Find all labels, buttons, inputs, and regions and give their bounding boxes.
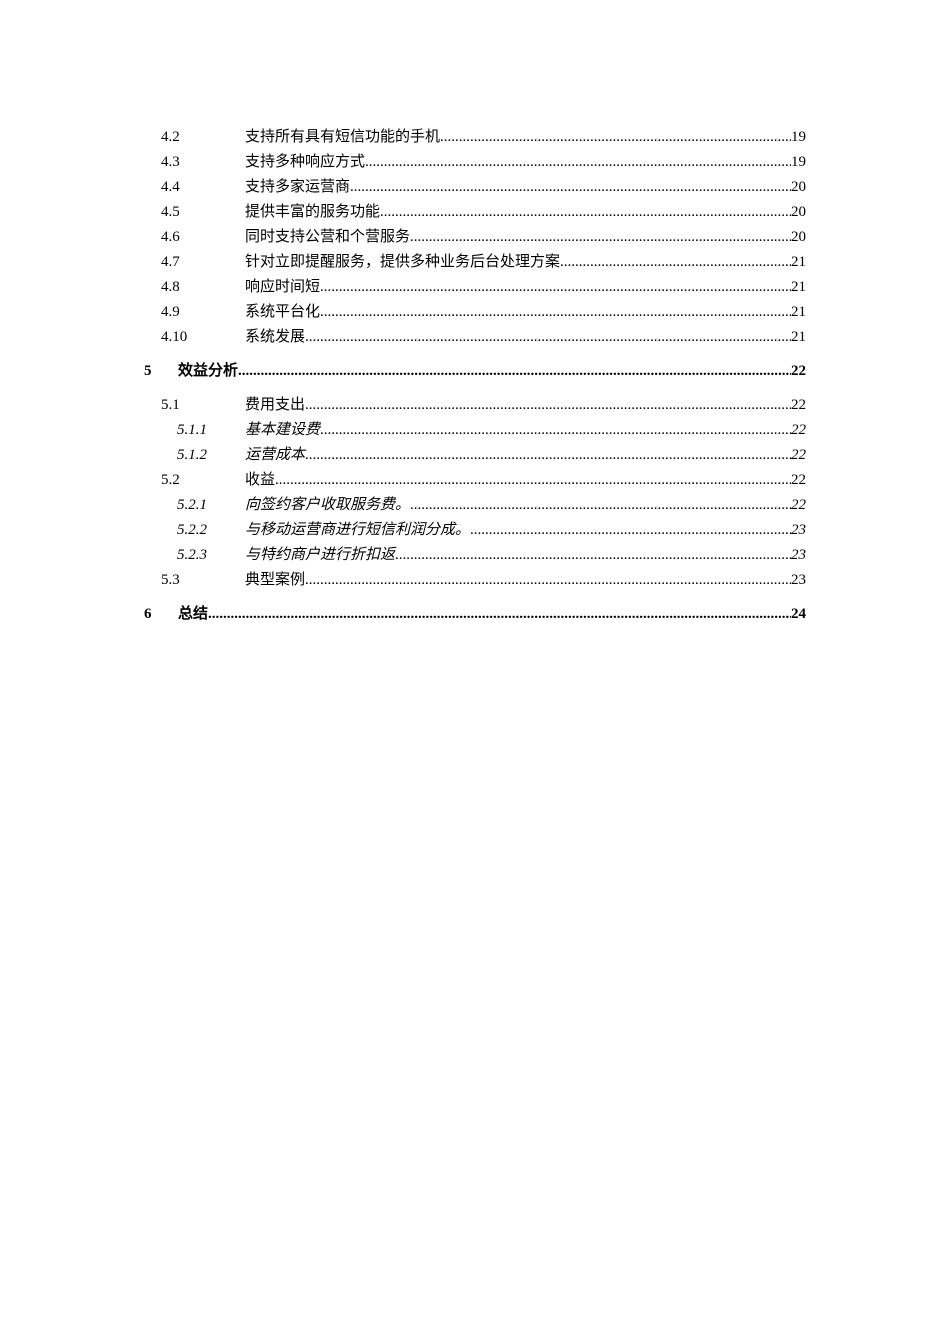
toc-entry[interactable]: 4.9 系统平台化 21 (0, 302, 806, 322)
toc-entry-title: 基本建设费 (245, 422, 321, 438)
toc-entry[interactable]: 4.7 针对立即提醒服务，提供多种业务后台处理方案 21 (0, 252, 806, 272)
toc-entry-page: 22 (791, 422, 806, 438)
toc-entry-page: 21 (791, 254, 806, 270)
toc-entry[interactable]: 6 总结 24 (0, 604, 806, 624)
toc-entry-title: 费用支出 (245, 397, 306, 413)
toc-entry-number: 6 (144, 606, 152, 622)
toc-entry-number: 4.9 (161, 304, 180, 320)
toc-entry-page: 23 (791, 572, 806, 588)
toc-entry-number: 5.3 (161, 572, 180, 588)
toc-entry-page: 22 (791, 397, 806, 413)
dot-leader (238, 361, 791, 381)
toc-entry-number: 4.2 (161, 129, 180, 145)
dot-leader (365, 152, 791, 172)
toc-entry-page: 22 (791, 472, 806, 488)
toc-entry-page: 21 (791, 329, 806, 345)
toc-entry-number: 4.6 (161, 229, 180, 245)
toc-entry-title: 效益分析 (178, 363, 239, 379)
toc-entry-number: 5.1.1 (177, 422, 207, 438)
toc-entry-title: 支持多家运营商 (245, 179, 351, 195)
dot-leader (395, 545, 791, 565)
toc-entry-number: 5.2.3 (177, 547, 207, 563)
toc-entry-page: 20 (791, 179, 806, 195)
toc-entry-title: 与移动运营商进行短信利润分成。 (245, 522, 471, 538)
toc-entry-title: 响应时间短 (245, 279, 321, 295)
toc-entry[interactable]: 5.1.1 基本建设费 22 (0, 420, 806, 440)
toc-entry-number: 5 (144, 363, 152, 379)
toc-entry[interactable]: 5.1 费用支出 22 (0, 395, 806, 415)
toc-entry[interactable]: 5.2 收益 22 (0, 470, 806, 490)
toc-entry-title: 收益 (245, 472, 276, 488)
toc-entry-title: 运营成本 (245, 447, 306, 463)
toc-entry-page: 20 (791, 204, 806, 220)
toc-entry-title: 支持所有具有短信功能的手机 (245, 129, 441, 145)
dot-leader (320, 277, 791, 297)
toc-entry-page: 19 (791, 129, 806, 145)
toc-entry-number: 4.8 (161, 279, 180, 295)
toc-entry[interactable]: 5.3 典型案例 23 (0, 570, 806, 590)
toc-entry[interactable]: 4.2 支持所有具有短信功能的手机 19 (0, 127, 806, 147)
toc-entry-number: 4.4 (161, 179, 180, 195)
toc-entry-title: 针对立即提醒服务，提供多种业务后台处理方案 (245, 254, 561, 270)
toc-entry-page: 23 (791, 522, 806, 538)
toc-entry-title: 与特约商户进行折扣返 (245, 547, 396, 563)
toc-entry-page: 20 (791, 229, 806, 245)
toc-entry[interactable]: 5.1.2 运营成本 22 (0, 445, 806, 465)
dot-leader (305, 395, 791, 415)
toc-entry-number: 4.3 (161, 154, 180, 170)
toc-entry[interactable]: 4.3 支持多种响应方式 19 (0, 152, 806, 172)
dot-leader (350, 177, 791, 197)
dot-leader (440, 127, 791, 147)
toc-entry-page: 19 (791, 154, 806, 170)
toc-entry-page: 22 (791, 447, 806, 463)
toc-entry-title: 典型案例 (245, 572, 306, 588)
toc-entry-title: 同时支持公营和个营服务 (245, 229, 411, 245)
dot-leader (320, 302, 791, 322)
toc-entry-page: 23 (791, 547, 806, 563)
toc-entry-number: 4.5 (161, 204, 180, 220)
toc-entry-page: 22 (791, 363, 806, 379)
dot-leader (305, 327, 791, 347)
dot-leader (305, 445, 791, 465)
dot-leader (275, 470, 791, 490)
toc-entry-title: 系统平台化 (245, 304, 321, 320)
toc-entry[interactable]: 4.5 提供丰富的服务功能 20 (0, 202, 806, 222)
toc-entry-page: 22 (791, 497, 806, 513)
dot-leader (410, 495, 791, 515)
dot-leader (320, 420, 791, 440)
toc-entry[interactable]: 5.2.1 向签约客户收取服务费。 22 (0, 495, 806, 515)
toc-entry-number: 4.7 (161, 254, 180, 270)
toc-entry-number: 5.2.1 (177, 497, 207, 513)
toc-entry-title: 提供丰富的服务功能 (245, 204, 381, 220)
dot-leader (470, 520, 791, 540)
toc-entry[interactable]: 5 效益分析 22 (0, 361, 806, 381)
toc-entry[interactable]: 4.6 同时支持公营和个营服务 20 (0, 227, 806, 247)
dot-leader (410, 227, 791, 247)
dot-leader (208, 604, 791, 624)
toc-entry-page: 24 (791, 606, 806, 622)
dot-leader (380, 202, 791, 222)
toc-entry-number: 5.2 (161, 472, 180, 488)
toc-entry-title: 系统发展 (245, 329, 306, 345)
toc-entry-title: 向签约客户收取服务费。 (245, 497, 411, 513)
toc-entry[interactable]: 4.4 支持多家运营商 20 (0, 177, 806, 197)
toc-entry[interactable]: 5.2.3 与特约商户进行折扣返 23 (0, 545, 806, 565)
toc-entry-number: 5.2.2 (177, 522, 207, 538)
dot-leader (560, 252, 791, 272)
toc-entry-number: 5.1.2 (177, 447, 207, 463)
toc-entry-page: 21 (791, 304, 806, 320)
toc-entry-number: 4.10 (161, 329, 188, 345)
toc-entry[interactable]: 4.10 系统发展 21 (0, 327, 806, 347)
toc-entry-number: 5.1 (161, 397, 180, 413)
toc-entry[interactable]: 4.8 响应时间短 21 (0, 277, 806, 297)
dot-leader (305, 570, 791, 590)
toc-entry-title: 支持多种响应方式 (245, 154, 366, 170)
toc-entry[interactable]: 5.2.2 与移动运营商进行短信利润分成。 23 (0, 520, 806, 540)
toc-entry-page: 21 (791, 279, 806, 295)
toc-entry-title: 总结 (178, 606, 209, 622)
